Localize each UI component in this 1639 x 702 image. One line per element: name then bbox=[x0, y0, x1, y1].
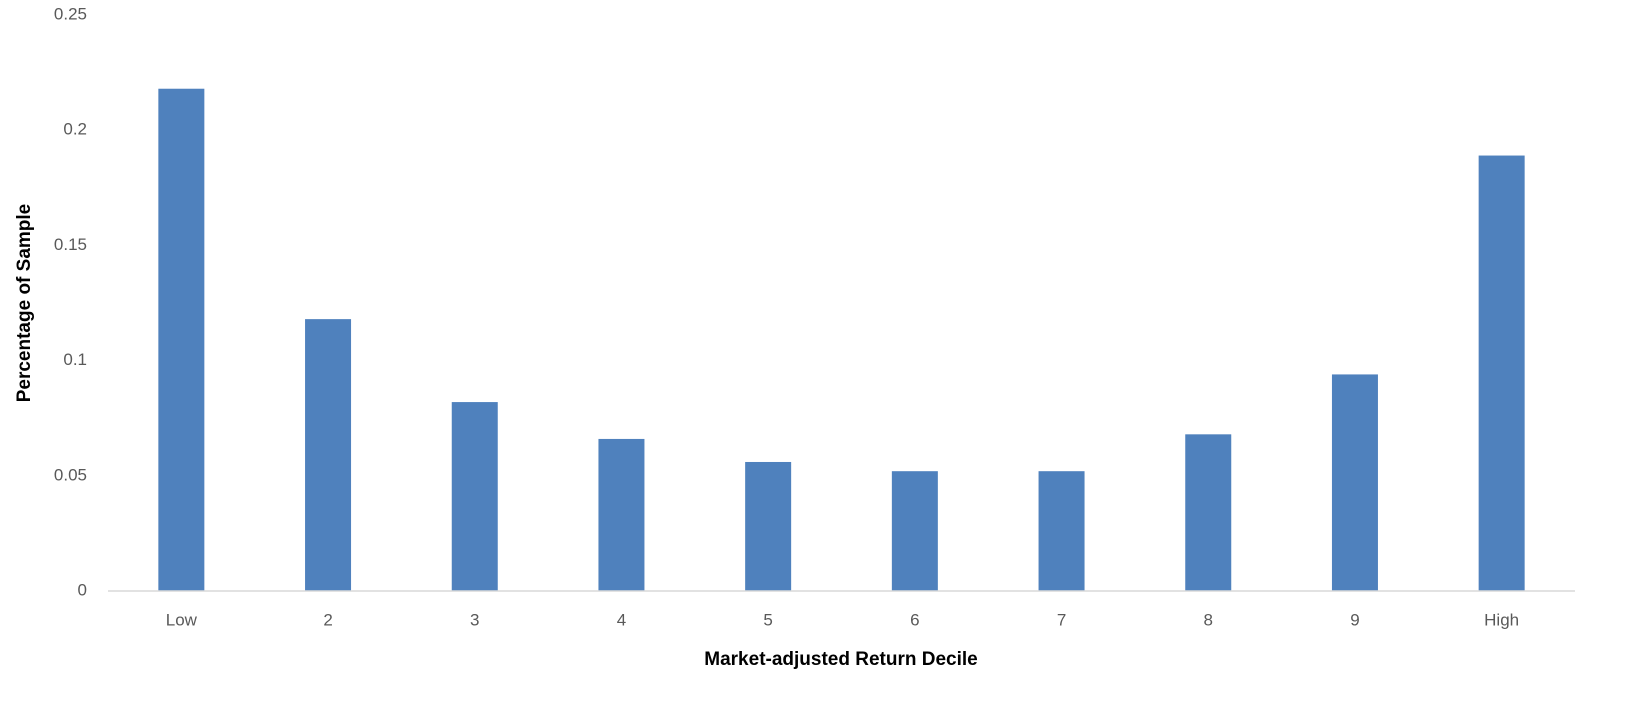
bar bbox=[305, 319, 352, 591]
bar bbox=[1038, 471, 1085, 591]
bar bbox=[1478, 155, 1525, 591]
x-tick-label: Low bbox=[166, 610, 198, 629]
bar bbox=[451, 402, 498, 591]
y-tick-label: 0.25 bbox=[54, 4, 87, 23]
bar bbox=[745, 461, 792, 591]
bar bbox=[1331, 374, 1378, 591]
x-tick-label: High bbox=[1484, 610, 1519, 629]
x-tick-label: 4 bbox=[617, 610, 626, 629]
bar bbox=[1185, 434, 1232, 591]
x-tick-label: 6 bbox=[910, 610, 919, 629]
x-tick-label: 2 bbox=[323, 610, 332, 629]
x-tick-label: 7 bbox=[1057, 610, 1066, 629]
x-tick-label: 5 bbox=[763, 610, 772, 629]
x-tick-label: 3 bbox=[470, 610, 479, 629]
x-tick-label: 8 bbox=[1204, 610, 1213, 629]
bar bbox=[891, 471, 938, 591]
y-axis-title: Percentage of Sample bbox=[14, 204, 35, 403]
x-axis-title: Market-adjusted Return Decile bbox=[704, 649, 977, 670]
y-tick-label: 0 bbox=[78, 580, 87, 599]
x-tick-label: 9 bbox=[1350, 610, 1359, 629]
bar bbox=[598, 438, 645, 591]
y-tick-label: 0.2 bbox=[63, 120, 87, 139]
y-tick-label: 0.1 bbox=[63, 350, 87, 369]
bar bbox=[158, 88, 205, 591]
y-tick-label: 0.05 bbox=[54, 465, 87, 484]
y-tick-label: 0.15 bbox=[54, 235, 87, 254]
